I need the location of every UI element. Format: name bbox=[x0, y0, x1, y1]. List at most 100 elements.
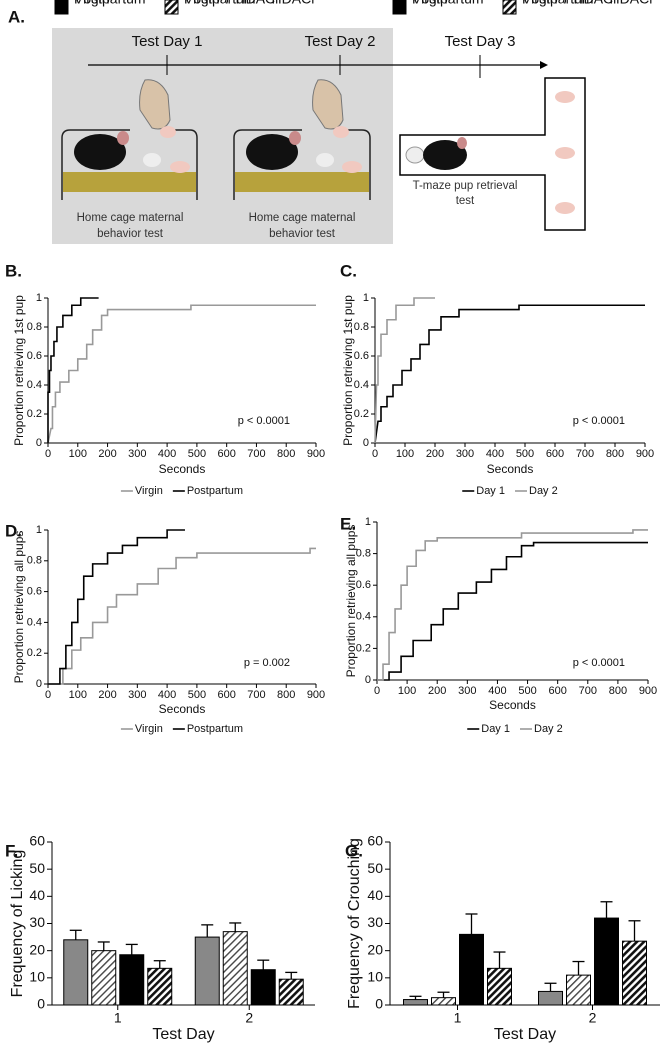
y-tick-label: 0 bbox=[37, 996, 45, 1012]
legend: Day 1 Day 2 bbox=[462, 485, 558, 497]
x-tick-label: 600 bbox=[217, 448, 235, 460]
annotation: p = 0.002 bbox=[244, 657, 290, 669]
y-tick-label: 0.2 bbox=[27, 647, 42, 659]
x-tick-label: 900 bbox=[639, 685, 657, 697]
y-axis-label: Proportion retrieving 1st pup bbox=[12, 295, 26, 446]
legend-swatch bbox=[502, 0, 517, 15]
bar bbox=[594, 917, 619, 1006]
legend-label: Postpartum + HDACi bbox=[184, 0, 314, 7]
legend-swatch bbox=[392, 0, 407, 15]
x-tick-label: 400 bbox=[158, 448, 176, 460]
x-tick-label: 400 bbox=[488, 685, 506, 697]
y-axis-label: Proportion retrieving all pups bbox=[12, 531, 26, 684]
bar bbox=[250, 969, 276, 1006]
timeline-label: Test Day 1 bbox=[132, 33, 203, 50]
legend-label: Virgin bbox=[135, 485, 163, 497]
legend-label: Day 2 bbox=[534, 723, 563, 735]
bar bbox=[222, 931, 248, 1006]
bar bbox=[566, 974, 591, 1006]
y-tick-label: 0.2 bbox=[27, 408, 42, 420]
x-axis-label: Test Day bbox=[494, 1026, 556, 1043]
panel-label: F. bbox=[5, 841, 18, 860]
arrow-head bbox=[540, 61, 548, 69]
x-tick-label: 900 bbox=[307, 689, 325, 701]
x-tick-label: 600 bbox=[217, 689, 235, 701]
x-tick-label: 300 bbox=[128, 448, 146, 460]
pup bbox=[160, 126, 176, 138]
x-tick-label: 800 bbox=[277, 448, 295, 460]
y-tick-label: 0.8 bbox=[27, 321, 42, 333]
x-tick-label: 700 bbox=[247, 689, 265, 701]
survival-curve bbox=[374, 304, 645, 444]
timeline-label: Test Day 3 bbox=[445, 33, 516, 50]
caption: Home cage maternal bbox=[77, 212, 184, 224]
y-axis-label: Frequency of Crouching bbox=[346, 838, 363, 1009]
x-tick-label: 500 bbox=[188, 448, 206, 460]
bar bbox=[487, 967, 512, 1006]
bedding bbox=[235, 172, 369, 192]
y-tick-label: 0.8 bbox=[27, 555, 42, 567]
y-tick-label: 0.2 bbox=[356, 642, 371, 654]
y-tick-label: 0.2 bbox=[354, 408, 369, 420]
nest bbox=[316, 153, 334, 167]
y-tick-label: 60 bbox=[367, 833, 383, 849]
x-tick-label: 200 bbox=[98, 448, 116, 460]
pup bbox=[170, 161, 190, 173]
pup bbox=[333, 126, 349, 138]
legend-label: Virgin bbox=[74, 0, 110, 7]
x-tick-label: 2 bbox=[245, 1010, 253, 1026]
y-tick-label: 30 bbox=[29, 914, 45, 930]
y-tick-label: 0.4 bbox=[354, 379, 369, 391]
y-tick-label: 0.6 bbox=[27, 586, 42, 598]
caption: test bbox=[456, 195, 475, 207]
mouse-ear bbox=[289, 131, 301, 145]
x-tick-label: 800 bbox=[606, 448, 624, 460]
caption: T-maze pup retrieval bbox=[413, 180, 518, 192]
x-tick-label: 200 bbox=[428, 685, 446, 697]
legend-label: Day 1 bbox=[476, 485, 505, 497]
legend-label: Postpartum bbox=[74, 0, 146, 7]
pup bbox=[555, 202, 575, 214]
x-axis-label: Test Day bbox=[152, 1026, 214, 1043]
x-tick-label: 800 bbox=[609, 685, 627, 697]
x-tick-label: 700 bbox=[247, 448, 265, 460]
survival-curve bbox=[48, 529, 185, 685]
survival-curve bbox=[377, 529, 648, 681]
cage bbox=[233, 79, 371, 200]
panel-label: B. bbox=[5, 261, 22, 280]
x-tick-label: 200 bbox=[426, 448, 444, 460]
y-tick-label: 50 bbox=[29, 860, 45, 876]
y-tick-label: 50 bbox=[367, 860, 383, 876]
legend-swatch bbox=[164, 0, 179, 15]
x-tick-label: 100 bbox=[69, 448, 87, 460]
legend-swatch bbox=[54, 0, 69, 15]
x-tick-label: 900 bbox=[307, 448, 325, 460]
x-tick-label: 900 bbox=[636, 448, 654, 460]
x-tick-label: 0 bbox=[374, 685, 380, 697]
x-tick-label: 100 bbox=[396, 448, 414, 460]
y-tick-label: 0.4 bbox=[27, 616, 42, 628]
mouse-ear bbox=[457, 137, 467, 149]
legend-label: Virgin bbox=[412, 0, 448, 7]
legend-label: Postpartum bbox=[187, 485, 243, 497]
mouse bbox=[246, 134, 298, 170]
x-tick-label: 600 bbox=[546, 448, 564, 460]
pup bbox=[342, 161, 362, 173]
x-tick-label: 100 bbox=[398, 685, 416, 697]
annotation: p < 0.0001 bbox=[573, 415, 625, 427]
x-tick-label: 400 bbox=[486, 448, 504, 460]
y-tick-label: 10 bbox=[29, 969, 45, 985]
y-tick-label: 20 bbox=[367, 941, 383, 957]
bar bbox=[147, 967, 173, 1006]
x-axis-label: Seconds bbox=[159, 702, 206, 716]
survival-curve bbox=[47, 304, 316, 444]
x-axis-label: Seconds bbox=[489, 698, 536, 712]
caption: behavior test bbox=[97, 228, 164, 240]
x-tick-label: 100 bbox=[69, 689, 87, 701]
y-tick-label: 1 bbox=[363, 292, 369, 304]
survival-curve bbox=[47, 297, 99, 443]
y-tick-label: 0.8 bbox=[356, 548, 371, 560]
x-tick-label: 600 bbox=[548, 685, 566, 697]
x-tick-label: 1 bbox=[454, 1010, 462, 1026]
